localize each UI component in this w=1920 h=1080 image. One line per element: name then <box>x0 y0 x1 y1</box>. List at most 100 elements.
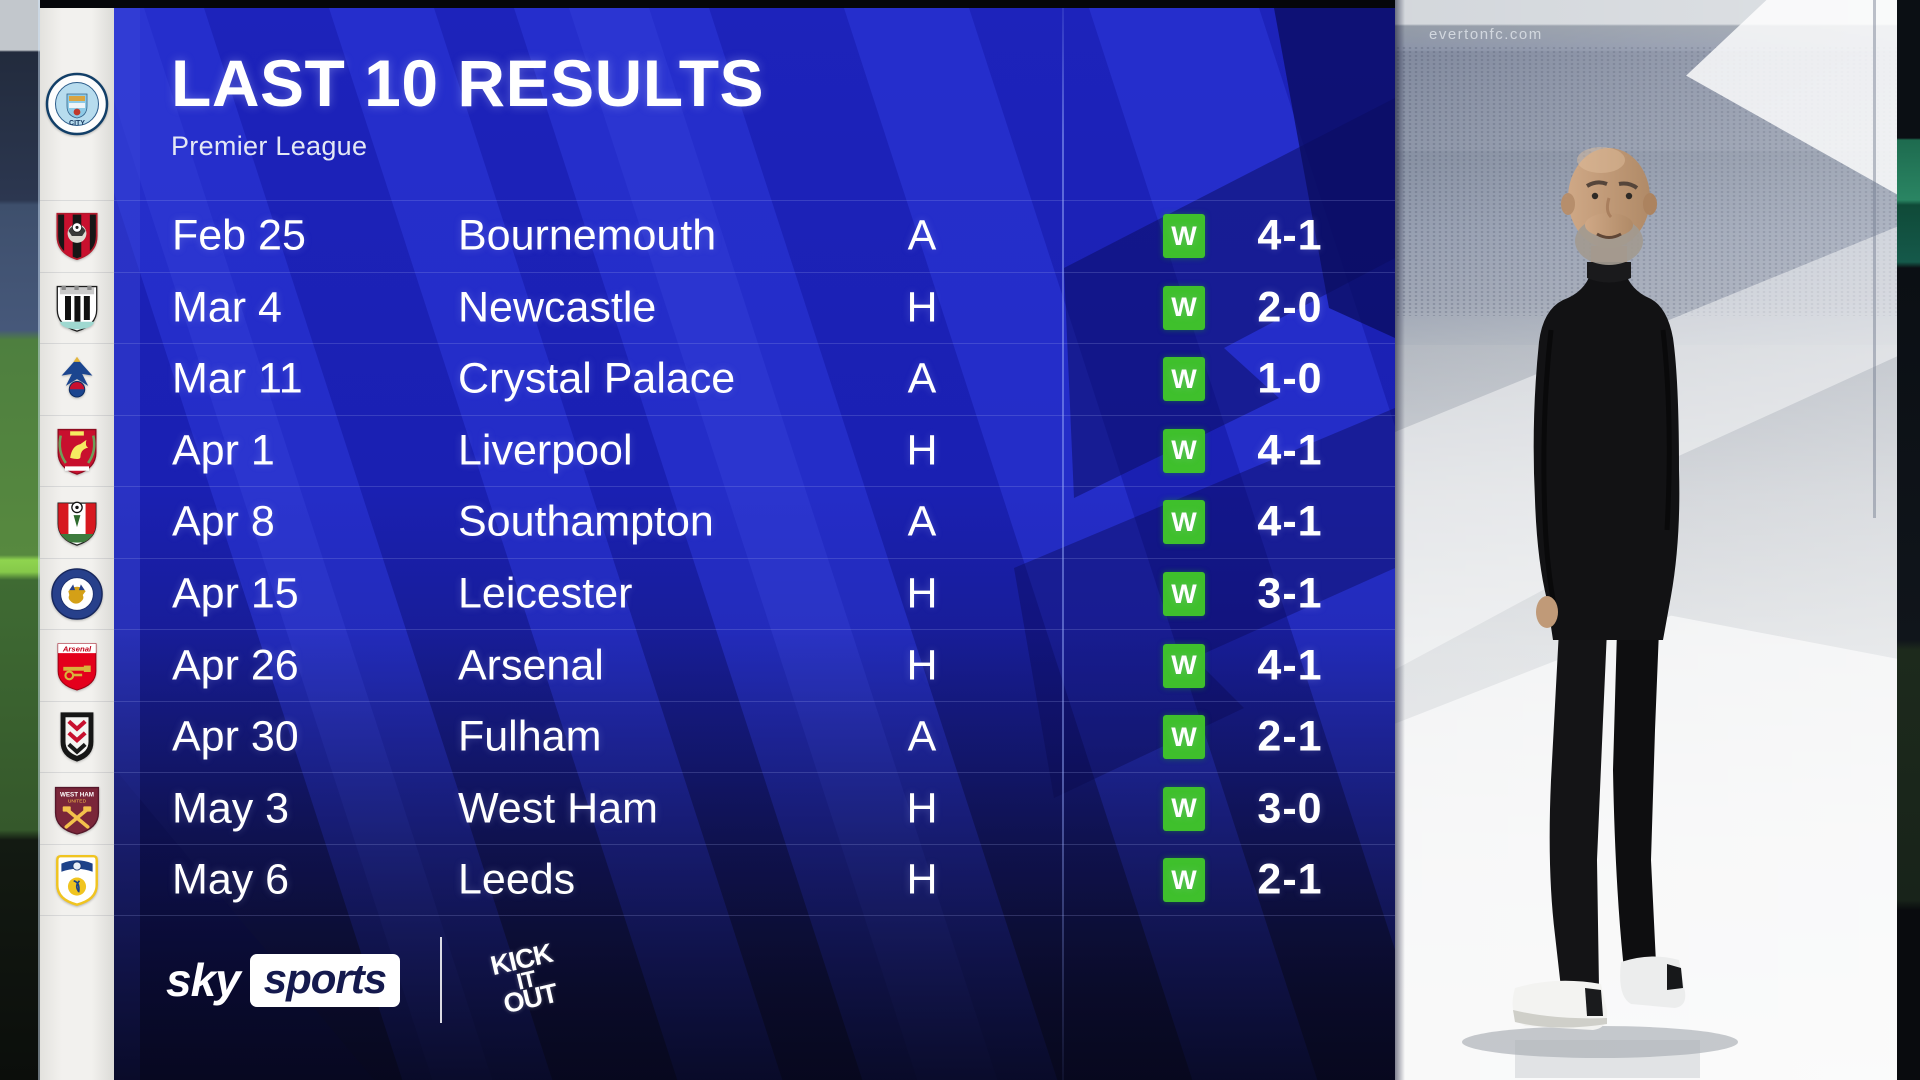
match-date: Mar 4 <box>172 283 282 332</box>
badge-bournemouth-icon <box>56 213 98 261</box>
opponent-name: Crystal Palace <box>458 354 736 403</box>
badge-leeds-icon <box>56 855 98 907</box>
match-score: 2-0 <box>1257 283 1323 332</box>
badge-arsenal-text: Arsenal <box>62 644 92 653</box>
results-panel: LAST 10 RESULTS Premier League Feb 25 Bo… <box>114 8 1395 1080</box>
win-badge: W <box>1163 858 1205 903</box>
stadium-signage-text: evertonfc.com <box>1429 26 1543 43</box>
match-date: Feb 25 <box>172 211 306 260</box>
opponent-name: Leicester <box>458 569 633 618</box>
badge-newcastle-icon <box>56 285 98 332</box>
result-row: Apr 30 Fulham A W 2-1 <box>114 700 1395 773</box>
brand-bar: sky sports KICK IT OUT <box>166 930 576 1030</box>
match-date: Apr 8 <box>172 497 275 546</box>
badge-fulham-icon <box>60 712 94 762</box>
result-row: Feb 25 Bournemouth A W 4-1 <box>114 200 1395 272</box>
badge-united-text: UNITED <box>68 798 87 804</box>
badge-liverpool-icon <box>57 428 97 475</box>
sky-logo: sky <box>166 954 241 1006</box>
match-date: Apr 30 <box>172 712 299 761</box>
win-badge: W <box>1163 715 1205 760</box>
home-away-indicator: H <box>906 569 938 618</box>
rail-cell <box>40 344 114 416</box>
home-away-indicator: A <box>907 211 937 260</box>
score-column-divider <box>1062 8 1064 1080</box>
match-date: May 3 <box>172 784 290 833</box>
badge-leicester-icon <box>51 568 103 620</box>
rail-cell <box>40 559 114 631</box>
win-badge: W <box>1163 428 1205 473</box>
rail-cell <box>40 487 114 559</box>
opponent-name: West Ham <box>458 784 658 833</box>
opponent-name: Leeds <box>458 855 576 904</box>
opponent-name: Fulham <box>458 712 602 761</box>
badge-southampton-icon <box>57 502 97 547</box>
video-edge-right <box>1897 0 1920 1080</box>
kick-it-out-line: OUT <box>500 978 561 1020</box>
rail-cell <box>40 201 114 273</box>
page-subtitle: Premier League <box>171 131 368 162</box>
badge-crystal-palace-icon <box>61 357 93 398</box>
result-row: May 6 Leeds H W 2-1 <box>114 843 1395 916</box>
match-date: Apr 15 <box>172 569 299 618</box>
video-edge-left <box>0 0 40 1080</box>
match-score: 2-1 <box>1257 855 1323 904</box>
badge-west-ham-icon: WEST HAM UNITED <box>54 786 100 835</box>
home-away-indicator: H <box>906 855 938 904</box>
match-score: 4-1 <box>1257 641 1323 690</box>
home-away-indicator: H <box>906 784 938 833</box>
sky-sports-logo: sports <box>249 953 401 1007</box>
home-away-indicator: A <box>907 497 937 546</box>
opponent-name: Liverpool <box>458 426 633 475</box>
opponent-name: Newcastle <box>458 283 657 332</box>
match-score: 3-0 <box>1257 784 1323 833</box>
rail-cell <box>40 845 114 917</box>
rail-cell <box>40 702 114 774</box>
opponent-name: Arsenal <box>458 641 604 690</box>
page-title: LAST 10 RESULTS <box>171 46 765 120</box>
rail-cell-team: CITY <box>40 8 114 201</box>
home-away-indicator: A <box>907 712 937 761</box>
kick-it-out-logo: KICK IT OUT <box>466 920 586 1040</box>
manager-photo-panel: evertonfc.com <box>1395 0 1897 1080</box>
result-row: Apr 15 Leicester H W 3-1 <box>114 557 1395 630</box>
badge-man-city-icon: CITY <box>45 72 109 136</box>
result-row: Apr 1 Liverpool H W 4-1 <box>114 414 1395 487</box>
result-row: Apr 8 Southampton A W 4-1 <box>114 486 1395 558</box>
home-away-indicator: H <box>906 283 938 332</box>
home-away-indicator: H <box>906 426 938 475</box>
match-date: Mar 11 <box>172 354 303 403</box>
badge-city-text: CITY <box>69 120 85 127</box>
result-row: Apr 26 Arsenal H W 4-1 <box>114 629 1395 701</box>
badge-arsenal-icon: Arsenal <box>57 642 97 691</box>
pep-guardiola-figure <box>1462 147 1738 1078</box>
opponent-name: Southampton <box>458 497 714 546</box>
brand-separator <box>440 937 443 1023</box>
match-score: 4-1 <box>1257 426 1323 475</box>
opponent-name: Bournemouth <box>458 211 717 260</box>
rail-cell <box>40 416 114 488</box>
match-date: May 6 <box>172 855 290 904</box>
team-badge-rail: CITY <box>40 8 114 1080</box>
win-badge: W <box>1163 214 1205 259</box>
result-row: Mar 11 Crystal Palace A W 1-0 <box>114 343 1395 415</box>
result-row: May 3 West Ham H W 3-0 <box>114 772 1395 844</box>
match-score: 4-1 <box>1257 211 1323 260</box>
results-table: Feb 25 Bournemouth A W 4-1 Mar 4 Newcast… <box>114 200 1395 917</box>
match-score: 3-1 <box>1257 569 1323 618</box>
match-date: Apr 26 <box>172 641 299 690</box>
home-away-indicator: H <box>906 641 938 690</box>
win-badge: W <box>1163 500 1205 545</box>
badge-westham-text: WEST HAM <box>60 791 94 798</box>
win-badge: W <box>1163 643 1205 688</box>
match-score: 4-1 <box>1257 497 1323 546</box>
win-badge: W <box>1163 285 1205 330</box>
match-score: 2-1 <box>1257 712 1323 761</box>
match-date: Apr 1 <box>172 426 275 475</box>
win-badge: W <box>1163 786 1205 831</box>
rail-cell: WEST HAM UNITED <box>40 773 114 845</box>
win-badge: W <box>1163 572 1205 616</box>
win-badge: W <box>1163 357 1205 402</box>
rail-cell: Arsenal <box>40 630 114 702</box>
